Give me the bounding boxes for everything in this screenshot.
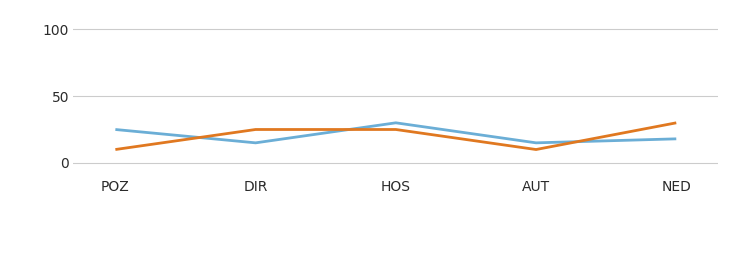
Children — [672, 137, 681, 140]
Line: Children: Children — [115, 123, 677, 143]
Children — [111, 128, 119, 131]
Parents — [391, 128, 400, 131]
Parents — [111, 148, 119, 151]
Legend: Children, Parents: Children, Parents — [292, 261, 499, 267]
Children — [251, 141, 260, 144]
Parents — [251, 128, 260, 131]
Children — [531, 141, 540, 144]
Children — [391, 121, 400, 124]
Parents — [531, 148, 540, 151]
Parents — [672, 121, 681, 124]
Line: Parents: Parents — [115, 123, 677, 150]
